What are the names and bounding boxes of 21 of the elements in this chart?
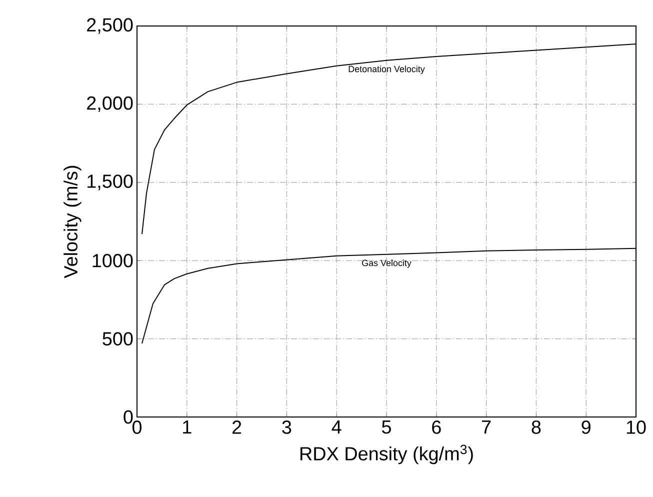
y-tick-label: 500 [102, 332, 133, 346]
x-axis-title: RDX Density (kg/m$^{3}$) [300, 444, 473, 464]
x-tick-label: 2 [232, 420, 242, 434]
y-tick-label: 0 [124, 410, 133, 424]
x-tick-label: 7 [482, 420, 491, 434]
x-tick-label: 3 [282, 420, 292, 434]
y-tick-label: 1,500 [88, 174, 133, 190]
series-label: Gas Velocity [362, 260, 412, 268]
x-tick-label: 10 [626, 420, 646, 434]
x-tick-label: 0 [132, 420, 142, 434]
x-tick-label: 8 [532, 420, 541, 434]
x-tick-label: 1 [183, 420, 192, 434]
series-label: Detonation Velocity [348, 66, 425, 74]
x-tick-label: 5 [382, 420, 391, 434]
y-axis-title: Velocity (m/s) [64, 166, 82, 278]
y-tick-label: 1000 [92, 254, 133, 268]
x-tick-label: 9 [582, 420, 590, 434]
y-tick-label: 2,500 [87, 18, 133, 34]
x-tick-label: 4 [332, 420, 342, 434]
x-tick-label: 6 [432, 420, 441, 434]
y-tick-label: 2,000 [87, 96, 133, 112]
